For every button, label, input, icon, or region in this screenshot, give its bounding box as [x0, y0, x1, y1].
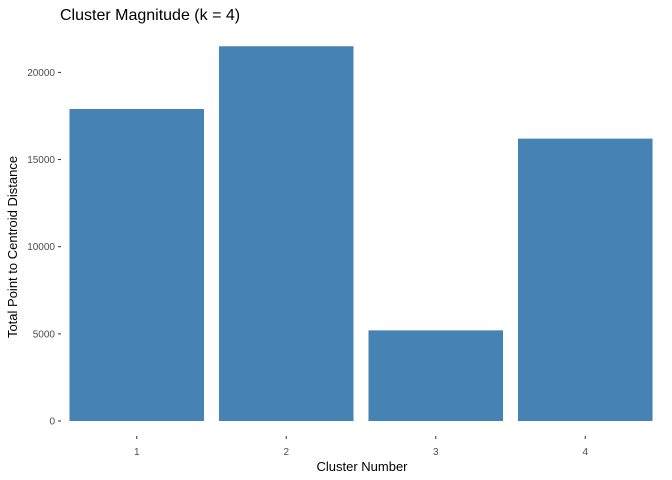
x-tick-label: 3: [433, 447, 439, 458]
x-tick-label: 4: [582, 447, 588, 458]
y-tick-label: 5000: [33, 329, 56, 340]
y-axis-title: Total Point to Centroid Distance: [5, 156, 20, 338]
y-tick-label: 0: [49, 417, 55, 428]
y-tick-label: 20000: [27, 68, 55, 79]
y-tick-label: 10000: [27, 242, 55, 253]
bar-cluster-1: [69, 109, 205, 421]
bars-group: [69, 46, 653, 421]
x-tick-label: 2: [283, 447, 289, 458]
x-axis: 1 2 3 4: [134, 436, 588, 458]
bar-cluster-2: [218, 46, 354, 421]
bar-cluster-3: [368, 330, 504, 421]
y-axis: 0 5000 10000 15000 20000: [27, 68, 61, 428]
x-tick-label: 1: [134, 447, 140, 458]
chart-title: Cluster Magnitude (k = 4): [60, 7, 240, 24]
plot-area: 0 5000 10000 15000 20000 1 2 3 4: [27, 46, 653, 458]
bar-cluster-4: [517, 138, 653, 421]
y-tick-label: 15000: [27, 155, 55, 166]
x-axis-title: Cluster Number: [316, 459, 408, 474]
